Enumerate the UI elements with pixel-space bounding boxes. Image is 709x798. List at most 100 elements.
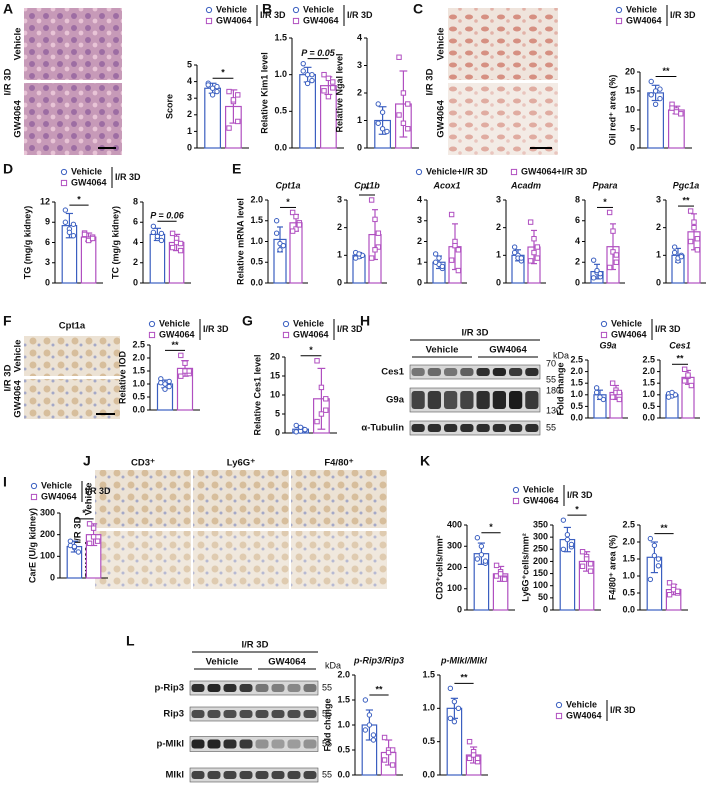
data-point (90, 525, 97, 531)
y-tick-label: 0 (133, 277, 138, 287)
data-point (609, 380, 616, 386)
data-point (280, 242, 287, 249)
y-axis-label: Relative mRNA level (235, 198, 245, 285)
data-point (590, 257, 597, 263)
data-point (302, 426, 308, 433)
data-point (177, 240, 184, 247)
y-tick-label: 0.0 (422, 769, 435, 779)
data-point (655, 563, 662, 569)
y-tick-label: 5 (275, 408, 280, 418)
legend-label: Vehicle (566, 699, 597, 709)
data-point (150, 229, 157, 236)
data-point (366, 712, 373, 718)
y-axis-label: CarE (U/g kidney) (27, 508, 37, 583)
blot-band (271, 710, 285, 718)
y-tick-label: 1.0 (337, 719, 350, 729)
y-tick-label: 200 (40, 529, 55, 539)
y-tick-label: 2 (357, 87, 362, 97)
data-point (368, 255, 375, 261)
y-tick-label: 200 (447, 562, 462, 572)
y-tick-label: 4 (357, 32, 362, 42)
data-point (666, 580, 673, 586)
data-point (86, 540, 93, 547)
data-point (86, 521, 93, 527)
legend-label: GW4064 (71, 177, 107, 187)
data-point (652, 101, 659, 108)
data-point (356, 251, 362, 257)
y-tick-label: 3 (45, 257, 50, 267)
blot-strip (189, 767, 319, 783)
y-tick-label: 0.0 (642, 412, 655, 422)
y-tick-label: 1.5 (250, 215, 263, 225)
data-point (226, 125, 232, 131)
data-point (384, 128, 390, 135)
legend-note: I/R 3D (260, 10, 286, 20)
blot-marker: 55 (546, 374, 556, 384)
y-tick-label: 2 (337, 222, 342, 232)
legend-label: GW4064 (611, 329, 647, 339)
data-point (534, 244, 541, 250)
blot-band (191, 739, 205, 749)
legend-marker (148, 331, 156, 339)
data-point (314, 358, 320, 364)
legend-label: Vehicle (71, 166, 102, 176)
blot-band (525, 424, 539, 432)
data-point (455, 247, 462, 253)
legend-marker (512, 497, 520, 505)
blot-band (239, 710, 253, 718)
blot-marker: 130 (546, 405, 561, 415)
blot-band (223, 710, 237, 718)
sig-label: ** (375, 684, 383, 694)
data-point (447, 685, 454, 692)
data-point (447, 715, 454, 722)
y-tick-label: 0.0 (337, 769, 350, 779)
data-point (405, 101, 411, 107)
data-point (235, 118, 241, 125)
y-tick-label: 1 (656, 250, 661, 260)
y-tick-label: 2.5 (132, 339, 145, 349)
sig-label: P = 0.05 (301, 48, 335, 58)
legend-note: I/R 3D (85, 486, 111, 496)
y-tick-label: 4 (133, 237, 138, 247)
data-point (647, 535, 654, 542)
data-point (648, 78, 654, 85)
row-label: Vehicle (13, 28, 24, 61)
bar (647, 92, 664, 149)
data-point (534, 255, 541, 261)
blot-band (427, 368, 441, 376)
blot-row: Ces1 (381, 367, 404, 378)
data-point (671, 249, 678, 256)
data-point (330, 85, 336, 91)
blot-marker: 55 (322, 738, 332, 748)
y-tick-label: 1.0 (642, 389, 655, 399)
legend-marker (292, 6, 300, 14)
data-point (205, 82, 211, 88)
data-point (372, 216, 378, 223)
data-point (366, 722, 373, 728)
y-tick-label: 0 (187, 142, 192, 152)
column-label: Ly6G⁺ (227, 458, 255, 469)
data-point (669, 105, 675, 111)
data-point (81, 231, 88, 238)
blot-strip (409, 420, 541, 436)
blot-band (525, 391, 539, 409)
y-tick-label: 0.0 (132, 404, 145, 414)
blot-band (525, 368, 539, 376)
y-tick-label: 2 (417, 236, 422, 246)
legend-label: Vehicle (293, 318, 324, 328)
y-tick-label: 10 (625, 104, 635, 114)
data-point (169, 244, 176, 251)
bar (80, 236, 97, 284)
y-tick-label: 0 (337, 277, 342, 287)
micrograph (193, 470, 289, 528)
y-tick-label: 300 (40, 507, 55, 517)
y-tick-label: 3 (357, 60, 362, 70)
blot-band (223, 771, 237, 779)
blot-band (303, 771, 317, 779)
data-point (610, 228, 616, 234)
blot-row: Rip3 (163, 709, 184, 720)
blot-band (492, 424, 506, 432)
data-point (297, 424, 304, 430)
blot-band (191, 771, 205, 779)
data-point (439, 263, 446, 270)
